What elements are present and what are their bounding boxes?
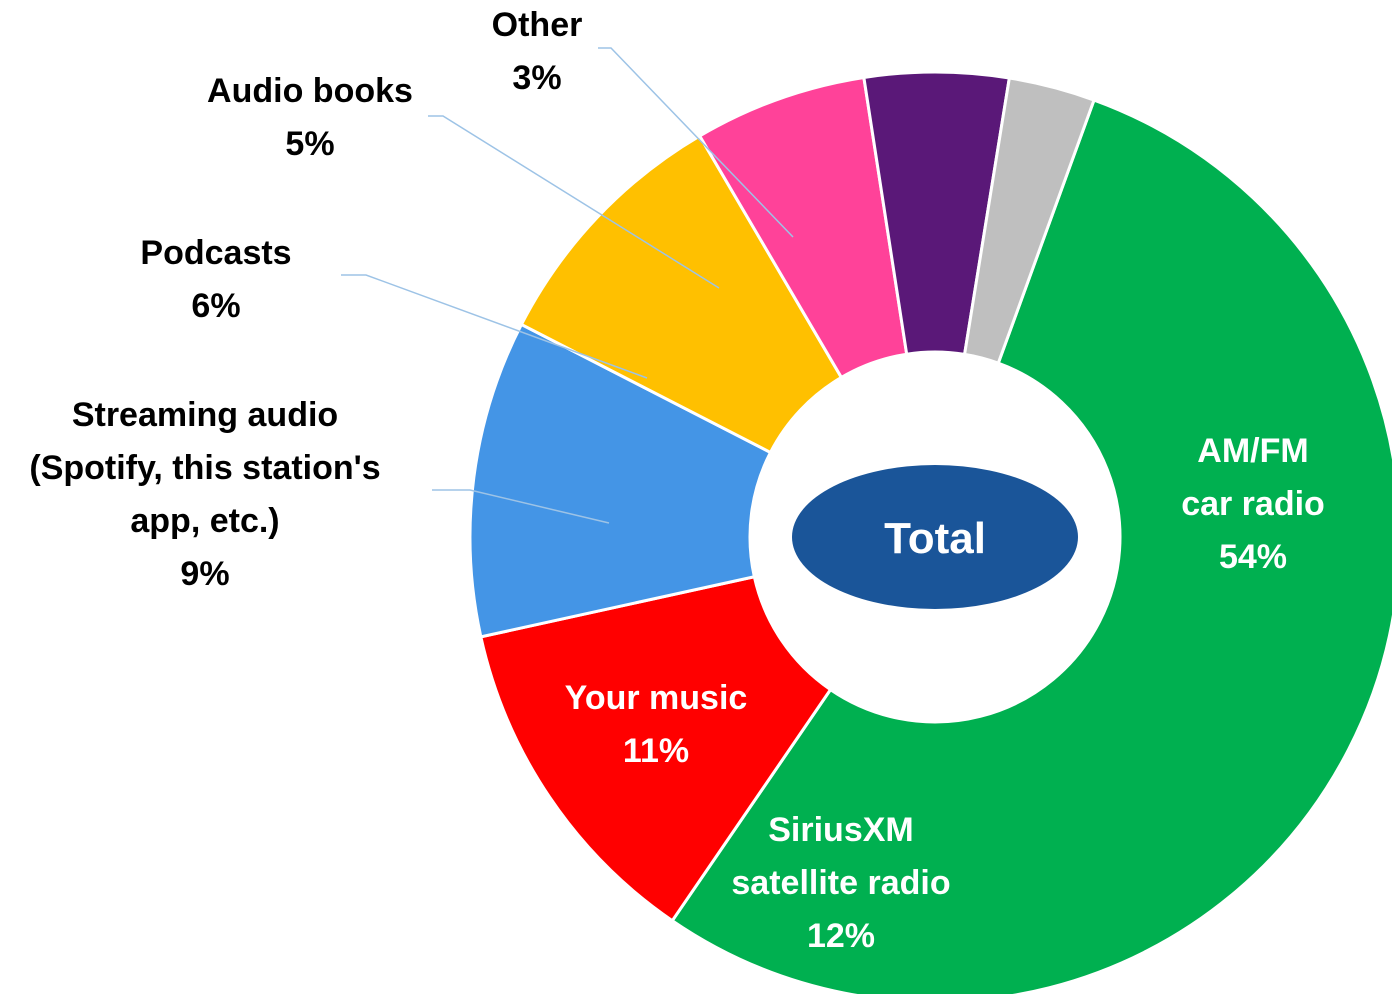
- slice-label-line: 54%: [1219, 538, 1287, 576]
- slice-label-line: satellite radio: [731, 864, 950, 902]
- slice-0: [670, 98, 1392, 994]
- leader-line-6: [598, 47, 794, 238]
- leader-line-5: [428, 115, 720, 289]
- slice-label-line: Podcasts: [140, 234, 291, 272]
- slice-label-line: Streaming audio: [72, 396, 338, 434]
- slice-label-line: AM/FM: [1197, 432, 1308, 470]
- slice-label-line: app, etc.): [130, 502, 279, 540]
- slice-label-0: AM/FM car radio 54%: [1181, 432, 1325, 576]
- slice-label-line: 12%: [807, 917, 875, 955]
- slice-label-1: SiriusXM satellite radio 12%: [731, 811, 950, 955]
- slice-6: [962, 76, 1096, 366]
- slice-label-2: Your music 11%: [565, 679, 748, 770]
- leader-line-3: [432, 489, 610, 524]
- leader-line-group: [341, 47, 794, 524]
- center-badge: [792, 465, 1078, 609]
- slice-label-line: Your music: [565, 679, 748, 717]
- slice-label-line: SiriusXM: [768, 811, 913, 849]
- center-label: Total: [884, 514, 986, 563]
- slice-label-6: Other 3%: [492, 6, 583, 97]
- slice-label-5: Audio books 5%: [207, 72, 413, 163]
- leader-line-4: [341, 274, 648, 379]
- slice-label-line: 11%: [623, 732, 689, 770]
- slice-2: [468, 322, 773, 639]
- slice-label-line: Other: [492, 6, 583, 44]
- slice-label-line: 3%: [512, 59, 561, 97]
- slice-1: [479, 574, 833, 923]
- slice-label-line: car radio: [1181, 485, 1325, 523]
- slice-label-line: 9%: [180, 555, 229, 593]
- slice-label-line: 6%: [191, 287, 240, 325]
- label-group: AM/FM car radio 54% SiriusXM satellite radio…: [29, 6, 1324, 955]
- slice-label-line: (Spotify, this station's: [29, 449, 380, 487]
- slice-label-4: Podcasts 6%: [140, 234, 291, 325]
- slice-label-line: 5%: [285, 125, 334, 163]
- slice-group: [468, 70, 1392, 994]
- slice-label-3: Streaming audio (Spotify, this station's a…: [29, 396, 380, 593]
- slice-label-line: Audio books: [207, 72, 413, 110]
